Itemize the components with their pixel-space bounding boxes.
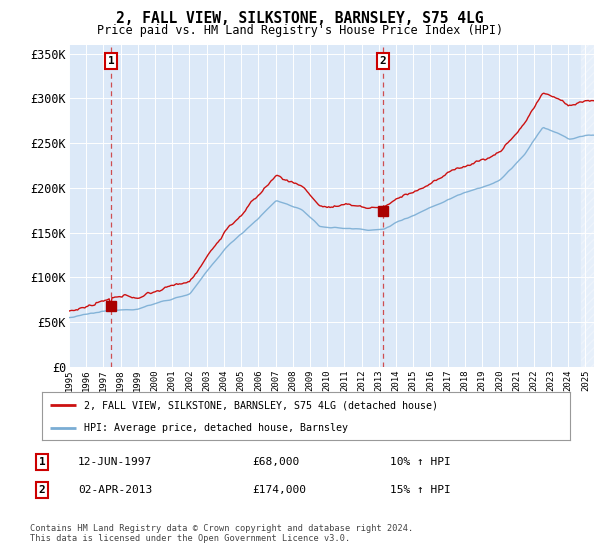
- Text: 1: 1: [38, 457, 46, 467]
- Text: 2: 2: [38, 485, 46, 495]
- Text: 02-APR-2013: 02-APR-2013: [78, 485, 152, 495]
- Text: 2, FALL VIEW, SILKSTONE, BARNSLEY, S75 4LG: 2, FALL VIEW, SILKSTONE, BARNSLEY, S75 4…: [116, 11, 484, 26]
- Text: 10% ↑ HPI: 10% ↑ HPI: [390, 457, 451, 467]
- Text: £174,000: £174,000: [252, 485, 306, 495]
- Text: 12-JUN-1997: 12-JUN-1997: [78, 457, 152, 467]
- Text: 15% ↑ HPI: 15% ↑ HPI: [390, 485, 451, 495]
- Text: £68,000: £68,000: [252, 457, 299, 467]
- Bar: [581, 45, 594, 367]
- Text: Contains HM Land Registry data © Crown copyright and database right 2024.
This d: Contains HM Land Registry data © Crown c…: [30, 524, 413, 543]
- Text: 2, FALL VIEW, SILKSTONE, BARNSLEY, S75 4LG (detached house): 2, FALL VIEW, SILKSTONE, BARNSLEY, S75 4…: [84, 400, 438, 410]
- Text: HPI: Average price, detached house, Barnsley: HPI: Average price, detached house, Barn…: [84, 423, 348, 433]
- Text: Price paid vs. HM Land Registry's House Price Index (HPI): Price paid vs. HM Land Registry's House …: [97, 24, 503, 36]
- Text: 1: 1: [108, 56, 115, 66]
- Text: 2: 2: [380, 56, 386, 66]
